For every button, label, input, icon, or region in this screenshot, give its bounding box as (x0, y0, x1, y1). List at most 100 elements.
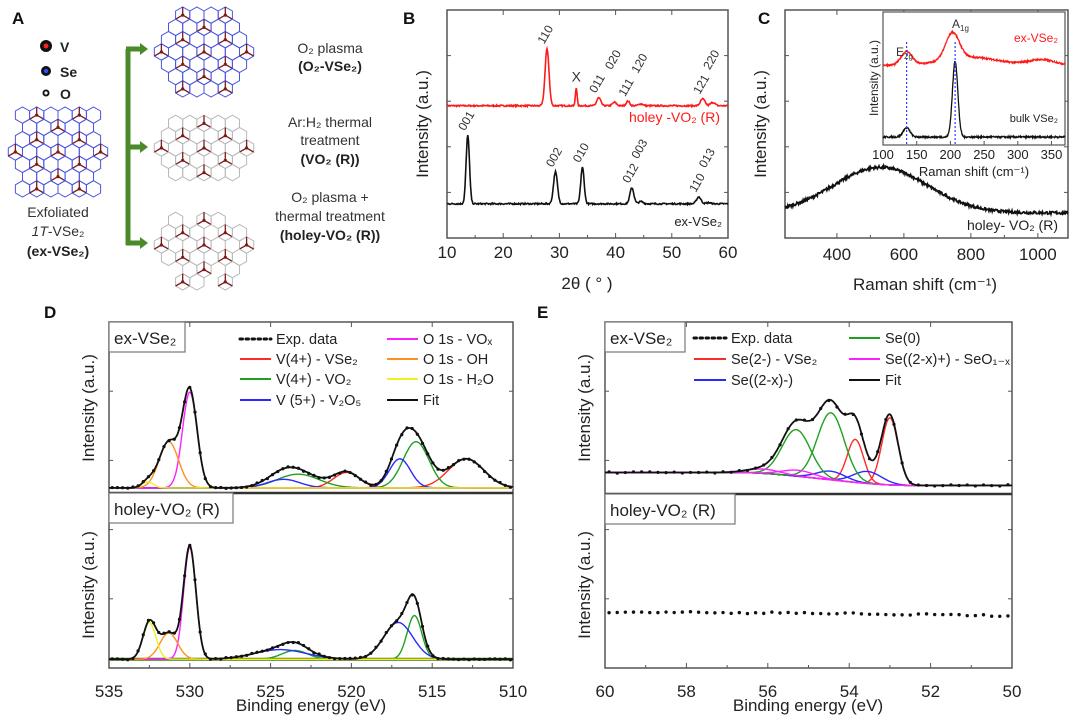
exp-data-point (892, 422, 896, 426)
exp-data-point (431, 654, 435, 658)
exp-data-point (451, 463, 456, 467)
exp-data-point (389, 624, 394, 628)
panel-letter-c: C (758, 9, 770, 28)
exp-data-point (343, 469, 347, 473)
exp-data-point (498, 480, 502, 485)
exp-data-point (696, 610, 701, 614)
exp-data-point (457, 458, 461, 463)
exp-data-point (260, 478, 264, 483)
component-peak-line (109, 546, 513, 660)
exp-data-point (794, 611, 798, 615)
exp-data-point (477, 464, 481, 468)
sample-label: holey-VO₂ (R) (114, 500, 220, 519)
exp-data-point (639, 610, 644, 614)
exp-data-point (364, 480, 368, 484)
exp-data-point (245, 485, 249, 489)
panel-e-xps-se3d: 60 58 56 54 52 50 ex-VSe₂ holey-VO₂ (R) Exp. dat… (575, 321, 1021, 715)
exp-data-point (932, 612, 937, 617)
panel-d-xps-v2p-o1s: 535 530 525 520 515 510 ex-VSe₂ holey-VO₂ (R) Ex… (79, 321, 527, 715)
v-atom (202, 218, 206, 222)
lattice-o2-vse2 (153, 6, 255, 98)
exp-data-point (819, 611, 823, 616)
v-atom (99, 150, 103, 154)
arrow-head-icon (140, 141, 148, 153)
b-x-tick-label: 50 (662, 243, 681, 262)
b-peak-label: X (572, 69, 582, 85)
c-frame (784, 9, 1069, 239)
exp-data-point (327, 475, 332, 480)
exp-data-point (462, 657, 466, 661)
exp-data-point (364, 654, 368, 659)
exp-data-point (973, 484, 977, 488)
v-atom (181, 231, 185, 235)
exp-data-point (214, 656, 218, 661)
exp-data-point (762, 463, 766, 467)
exp-data-point (508, 485, 513, 489)
exp-data-point (379, 479, 383, 483)
exp-data-point (255, 481, 259, 485)
c-x-tick-label: 400 (823, 245, 851, 264)
b-peak-label: 010 (570, 140, 592, 165)
exp-data-point (859, 612, 864, 616)
exp-data-point (957, 612, 961, 617)
exp-data-point (296, 641, 300, 645)
exp-data-point (436, 656, 440, 661)
exp-data-point (131, 485, 135, 489)
exp-data-point (503, 657, 507, 661)
d-x-axis-title: Binding energy (eV) (236, 696, 386, 715)
exp-data-point (810, 611, 815, 616)
exp-data-point (843, 611, 847, 615)
exp-data-point (400, 433, 404, 437)
b-peak-label: 001 (455, 108, 477, 133)
exp-data-point (482, 657, 487, 661)
exp-data-point (177, 617, 182, 621)
e-x-tick-label: 58 (677, 682, 696, 701)
exp-data-point (239, 654, 244, 658)
v-atom (181, 62, 185, 66)
exp-data-point (607, 610, 611, 615)
se-o-bond-hexagon (217, 80, 233, 98)
legend-label: V(4+) - VSe₂ (276, 352, 358, 368)
exp-data-point (291, 465, 295, 469)
e2g-sub: 2g (904, 52, 913, 61)
c-inset-frame (882, 11, 1066, 146)
exp-data-point (265, 477, 269, 481)
legend-label: Fit (885, 373, 901, 389)
exp-data-point (234, 486, 238, 490)
b-y-axis-title: Intensity (a.u.) (413, 70, 432, 178)
v-atom (223, 62, 227, 66)
exp-data-point (472, 460, 476, 464)
exp-data-point (152, 469, 156, 473)
exp-data-point (203, 652, 207, 656)
exp-data-point (322, 654, 326, 658)
panel-a-diagram: V Se O Exfoliated 1T-VSe₂ (ex-VSe₂) O₂ p… (7, 6, 385, 291)
exp-data-point (152, 621, 156, 625)
panel-letter-a: A (12, 9, 24, 28)
b-peak-label: 012 (619, 161, 641, 186)
exp-data-point (183, 574, 187, 578)
exp-data-point (384, 630, 388, 635)
se-o-bond-hexagon (203, 80, 219, 98)
exp-data-point (270, 646, 275, 650)
exp-data-point (729, 611, 733, 616)
exp-data-point (949, 483, 953, 487)
sample-label: holey-VO₂ (R) (610, 501, 716, 520)
exp-data-point (374, 645, 378, 649)
exp-data-point (672, 470, 676, 474)
exp-data-point (998, 614, 1002, 619)
exp-data-point (493, 657, 497, 661)
b-series-label-ex-vse2: ex-VSe₂ (674, 214, 722, 229)
exp-data-point (188, 543, 192, 547)
d-x-tick-label: 535 (95, 682, 123, 701)
exp-data-point (1006, 483, 1010, 487)
b-series-label-holey-vo2: holey -VO₂ (R) (629, 109, 720, 125)
exp-data-point (794, 418, 798, 422)
sample-label: ex-VSe₂ (114, 329, 176, 348)
exp-data-point (208, 657, 213, 661)
exp-data-point (224, 486, 228, 490)
exp-data-point (721, 610, 725, 615)
exp-data-point (281, 642, 285, 646)
legend-label: O 1s - VOₓ (423, 332, 492, 348)
exp-data-point (737, 610, 742, 615)
exp-data-point (957, 483, 961, 488)
